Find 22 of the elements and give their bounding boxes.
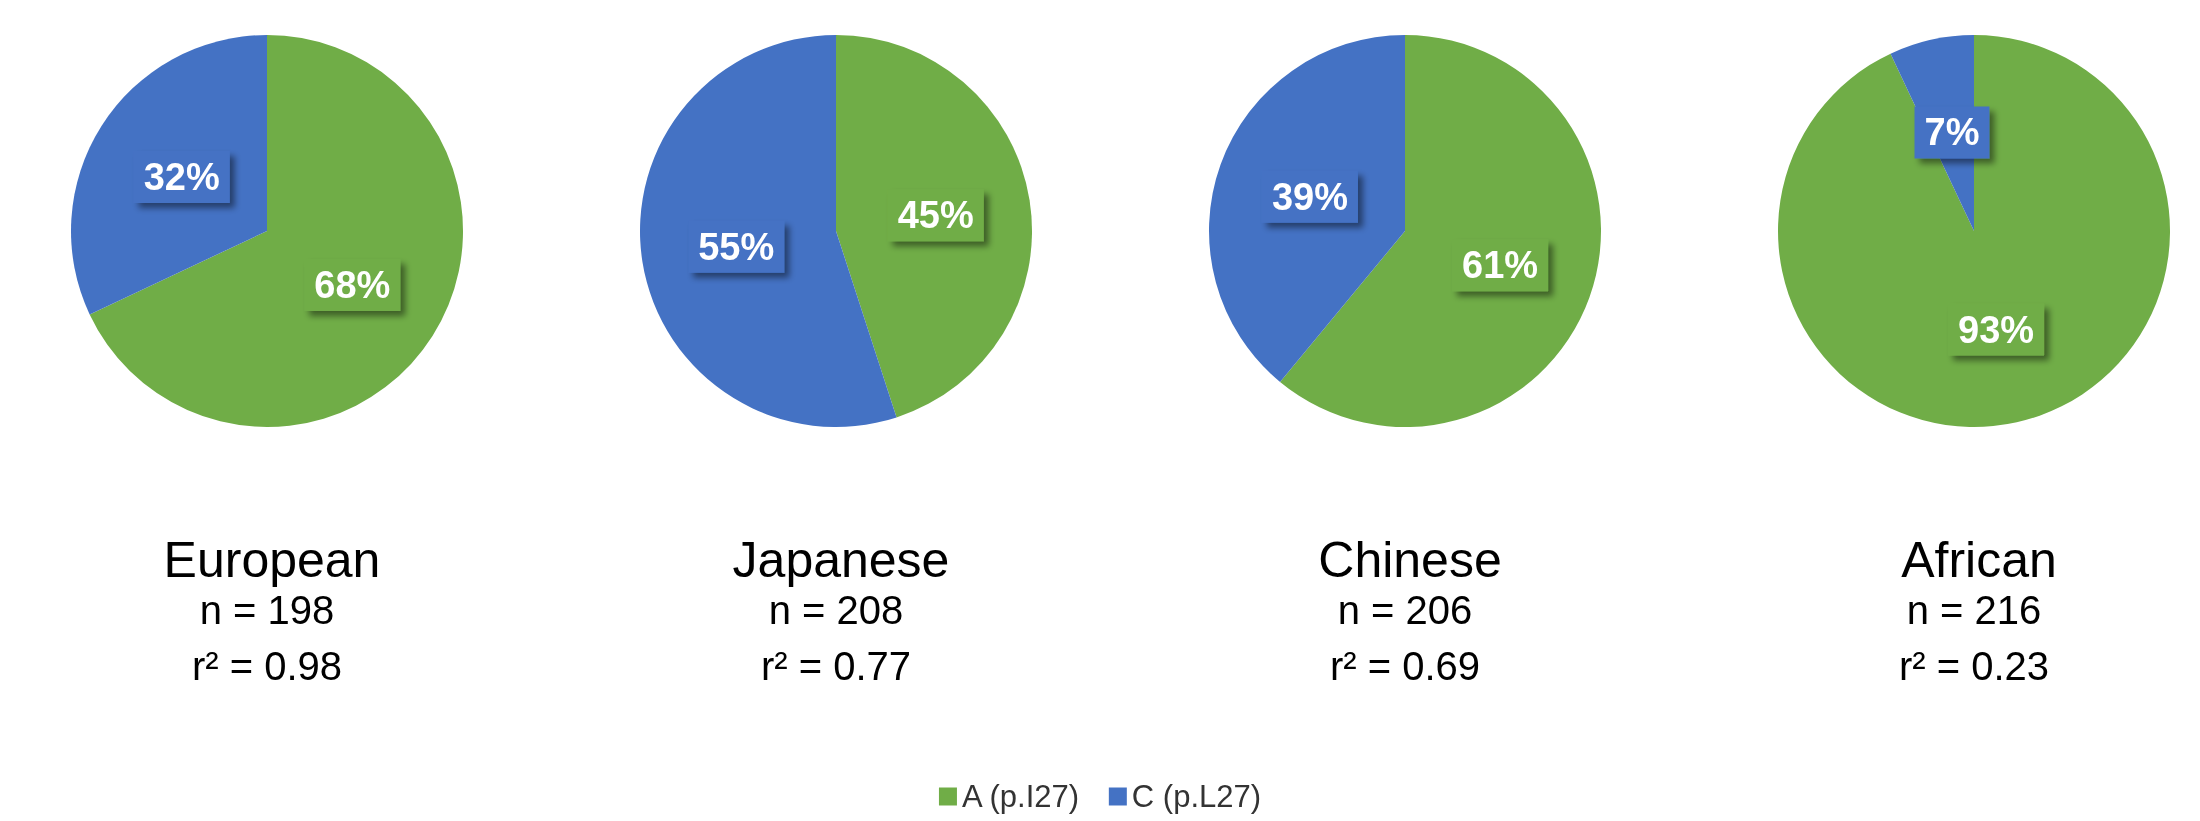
data-label: 61%: [1462, 244, 1539, 287]
text: r² = 0.77: [760, 644, 912, 688]
data-label: 68%: [314, 264, 391, 307]
text: European: [163, 532, 381, 588]
text: n = 208: [768, 588, 904, 632]
legend-label: A (p.I27): [961, 779, 1080, 814]
data-label: 93%: [1958, 308, 2035, 351]
text: r² = 0.69: [1329, 644, 1481, 688]
data-label: 45%: [897, 194, 974, 237]
text: Japanese: [732, 532, 950, 588]
text: n = 198: [199, 588, 335, 632]
text: r² = 0.23: [1898, 644, 2050, 688]
text: r² = 0.98: [191, 644, 343, 688]
data-label: 32%: [143, 155, 220, 198]
data-label: 7%: [1924, 111, 1980, 154]
legend-label: C (p.L27): [1131, 779, 1262, 814]
text: n = 216: [1906, 588, 2042, 632]
text: n = 206: [1337, 588, 1473, 632]
text: African: [1901, 532, 2057, 588]
data-label: 39%: [1271, 175, 1348, 218]
data-label: 55%: [698, 225, 775, 268]
text: Chinese: [1318, 532, 1502, 588]
